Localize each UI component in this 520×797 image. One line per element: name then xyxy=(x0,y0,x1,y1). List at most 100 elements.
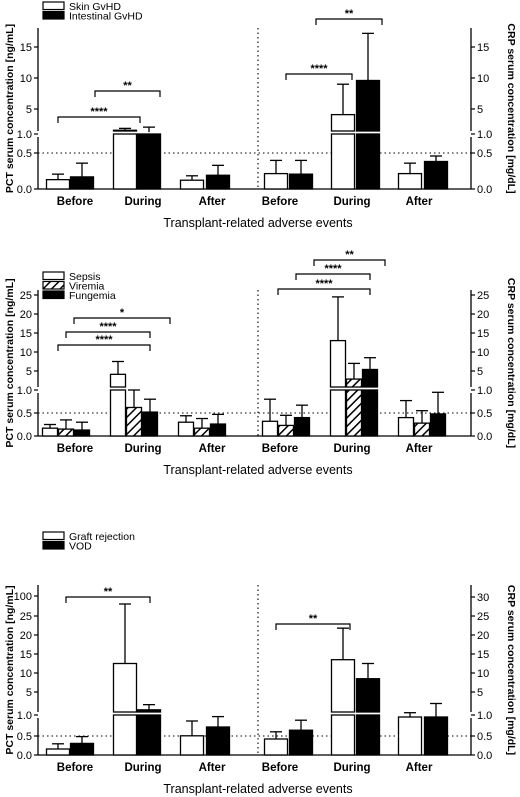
bar xyxy=(397,172,423,190)
y-tick-right: 0.5 xyxy=(477,731,492,743)
x-axis-title: Transplant-related adverse events xyxy=(163,463,352,477)
bar xyxy=(288,173,314,190)
bar xyxy=(109,389,127,437)
y-axis-title-left: PCT serum concentration [ng/mL] xyxy=(4,24,16,193)
legend-entry: Intestinal GvHD xyxy=(69,11,143,23)
y-tick-right: 10 xyxy=(477,668,489,680)
y-tick-left: 25 xyxy=(20,290,32,302)
significance-label: **** xyxy=(310,63,328,75)
y-tick-right: 15 xyxy=(477,328,489,340)
y-tick-right: 10 xyxy=(477,73,489,85)
category-label: Before xyxy=(262,762,298,774)
bar xyxy=(263,172,289,190)
bar xyxy=(45,178,71,190)
category-label: Before xyxy=(262,196,298,208)
significance-bracket: **** xyxy=(57,106,141,123)
bar-upper xyxy=(109,373,127,388)
category-label: During xyxy=(333,762,370,774)
y-tick-left: 100 xyxy=(14,591,32,603)
bar xyxy=(361,389,379,437)
y-tick-left: 0.5 xyxy=(17,731,32,743)
y-tick-left: 5 xyxy=(26,687,32,699)
legend-swatch xyxy=(42,280,65,290)
bar xyxy=(112,714,138,756)
y-tick-left: 10 xyxy=(20,73,32,85)
y-tick-left: 1.0 xyxy=(17,710,32,722)
significance-label: **** xyxy=(95,334,113,346)
legend-swatch xyxy=(42,271,65,281)
y-tick-left: 0.0 xyxy=(17,431,32,443)
y-tick-left: 15 xyxy=(20,649,32,661)
bar xyxy=(345,389,363,437)
bar xyxy=(57,428,75,437)
category-label: After xyxy=(199,443,226,455)
y-tick-left: 20 xyxy=(20,630,32,642)
y-tick-right: 5 xyxy=(477,104,483,116)
bar xyxy=(177,421,195,437)
y-tick-right: 30 xyxy=(477,592,489,604)
legend-entry: VOD xyxy=(69,541,92,553)
category-label: During xyxy=(333,443,370,455)
significance-bracket: ** xyxy=(315,8,383,25)
y-tick-left: 15 xyxy=(20,42,32,54)
category-label: Before xyxy=(57,196,93,208)
bar xyxy=(179,735,205,756)
y-tick-left: 10 xyxy=(20,668,32,680)
bar xyxy=(193,427,211,437)
bracket-line xyxy=(313,259,386,266)
significance-label: **** xyxy=(324,263,342,275)
category-label: Before xyxy=(57,762,93,774)
significance-label: * xyxy=(120,307,125,319)
bracket-line xyxy=(94,90,161,97)
significance-bracket: **** xyxy=(285,63,353,80)
y-tick-right: 0.0 xyxy=(477,750,492,762)
bar-upper xyxy=(345,378,363,388)
bar xyxy=(179,179,205,190)
y-axis-title-left: PCT serum concentration [ng/mL] xyxy=(4,278,16,447)
legend-swatch xyxy=(42,540,65,550)
legend-swatch xyxy=(42,10,65,20)
significance-label: ** xyxy=(104,586,113,598)
y-tick-right: 0.5 xyxy=(477,408,492,420)
y-tick-right: 20 xyxy=(477,309,489,321)
significance-bracket: ** xyxy=(313,249,386,266)
bar xyxy=(69,742,95,756)
y-tick-left: 15 xyxy=(20,328,32,340)
bar xyxy=(112,133,138,190)
legend-swatch xyxy=(42,531,65,541)
bracket-line xyxy=(65,596,151,603)
bracket-line xyxy=(275,623,351,630)
legend-entry: Viremia xyxy=(69,281,105,293)
bar xyxy=(397,716,423,756)
y-tick-right: 0.0 xyxy=(477,184,492,196)
bar xyxy=(413,422,431,437)
category-label: During xyxy=(124,762,161,774)
y-axis-title-left: PCT serum concentration [ng/mL] xyxy=(4,585,16,754)
y-tick-left: 0.5 xyxy=(17,408,32,420)
bar xyxy=(355,133,381,190)
bar-upper xyxy=(355,79,381,132)
y-tick-left: 25 xyxy=(20,611,32,623)
x-axis-title: Transplant-related adverse events xyxy=(163,216,352,230)
significance-bracket: **** xyxy=(295,263,371,280)
y-tick-left: 20 xyxy=(20,309,32,321)
bar-upper xyxy=(112,129,138,132)
bar xyxy=(429,413,447,437)
bar xyxy=(136,714,162,756)
bar xyxy=(330,133,356,190)
bar xyxy=(423,160,449,190)
category-label: After xyxy=(406,443,433,455)
bar-upper xyxy=(330,113,356,132)
bracket-line xyxy=(57,344,151,351)
significance-bracket: ** xyxy=(275,613,351,630)
y-tick-right: 15 xyxy=(477,649,489,661)
y-tick-left: 0.0 xyxy=(17,750,32,762)
bracket-line xyxy=(65,331,151,338)
category-label: During xyxy=(124,196,161,208)
bar xyxy=(261,420,279,437)
bar xyxy=(330,714,356,756)
